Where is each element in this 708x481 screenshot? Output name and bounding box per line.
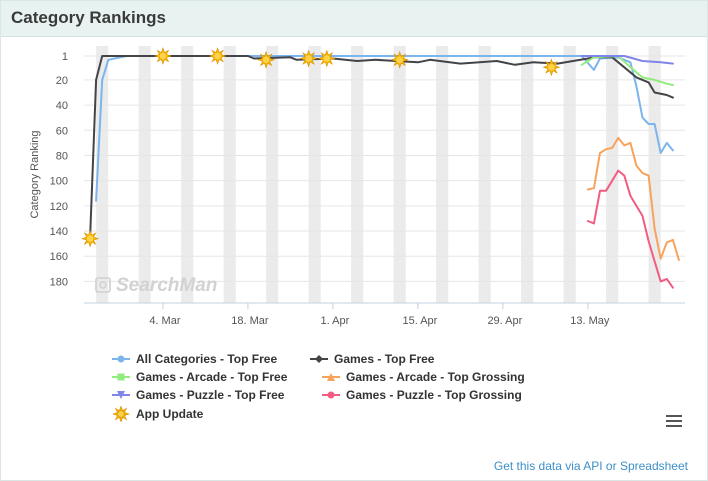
legend-label: Games - Top Free xyxy=(334,352,435,366)
legend-item-app-update[interactable]: App Update xyxy=(112,406,203,422)
legend-item-games-top-free[interactable]: Games - Top Free xyxy=(310,352,434,366)
app-update-marker[interactable] xyxy=(208,47,227,65)
sun-core xyxy=(159,52,167,60)
x-tick-label: 4. Mar xyxy=(149,315,181,327)
weekend-band xyxy=(606,46,619,303)
legend-item-puzzle-top-free[interactable]: Games - Puzzle - Top Free xyxy=(112,388,284,402)
legend-marker xyxy=(112,373,130,381)
weekend-band xyxy=(96,46,109,303)
sun-core xyxy=(396,56,403,64)
series-line-all_top_free xyxy=(95,55,674,202)
sun-core xyxy=(548,64,555,71)
sun-core xyxy=(262,56,270,64)
app-update-marker[interactable] xyxy=(153,47,172,65)
legend-label: Games - Puzzle - Top Free xyxy=(136,388,285,402)
y-tick-label: 40 xyxy=(56,100,68,112)
x-tick-label: 15. Apr xyxy=(402,315,437,327)
app-update-marker[interactable] xyxy=(317,49,336,68)
weekend-band xyxy=(351,46,364,303)
legend-marker xyxy=(112,355,130,363)
watermark-logo-lens xyxy=(99,281,107,289)
weekend-band xyxy=(478,46,491,303)
sun-icon xyxy=(112,406,130,422)
sun-core xyxy=(305,55,312,62)
legend-marker xyxy=(322,373,340,381)
x-tick-label: 1. Apr xyxy=(321,315,350,327)
y-tick-label: 100 xyxy=(50,176,68,188)
y-axis-label: Category Ranking xyxy=(29,130,41,218)
weekend-band xyxy=(181,46,194,303)
legend-label: Games - Arcade - Top Grossing xyxy=(346,370,525,384)
weekend-band xyxy=(308,46,321,303)
app-update-marker[interactable] xyxy=(299,49,318,68)
legend-item-all-top-free[interactable]: All Categories - Top Free xyxy=(112,352,277,366)
chart-menu-button[interactable] xyxy=(664,412,684,428)
series-line-puzzle_top_free xyxy=(580,55,674,65)
weekend-band xyxy=(223,46,236,303)
legend-label: All Categories - Top Free xyxy=(136,352,278,366)
plot-area xyxy=(84,46,685,303)
panel-title: Category Rankings xyxy=(11,8,166,27)
menu-bar xyxy=(666,425,682,427)
y-tick-label: 180 xyxy=(50,276,68,288)
y-tick-label: 20 xyxy=(56,75,68,87)
legend-item-puzzle-top-grossing[interactable]: Games - Puzzle - Top Grossing xyxy=(322,388,522,402)
weekend-band xyxy=(393,46,406,303)
watermark-logo xyxy=(95,277,111,293)
legend-label: App Update xyxy=(136,407,204,421)
series-line-games_top_free xyxy=(89,55,674,239)
app-update-marker[interactable] xyxy=(390,50,409,69)
legend-marker xyxy=(112,391,130,399)
menu-bar xyxy=(666,415,682,417)
y-tick-label: 80 xyxy=(56,150,68,162)
sun-core xyxy=(86,235,94,242)
app-update-marker[interactable] xyxy=(81,229,100,248)
y-tick-label: 120 xyxy=(50,201,68,213)
legend-label: Games - Arcade - Top Free xyxy=(136,370,288,384)
x-tick-label: 18. Mar xyxy=(231,315,269,327)
legend-marker xyxy=(310,355,328,363)
legend-marker xyxy=(322,391,340,399)
y-tick-label: 1 xyxy=(62,51,68,63)
watermark-text: SearchMan xyxy=(116,275,217,296)
app-update-marker[interactable] xyxy=(257,50,276,69)
x-tick-label: 29. Apr xyxy=(487,315,522,327)
sun-core xyxy=(214,52,221,60)
weekend-band xyxy=(266,46,279,303)
weekend-band xyxy=(436,46,449,303)
api-spreadsheet-link[interactable]: Get this data via API or Spreadsheet xyxy=(493,459,688,473)
legend-label: Games - Puzzle - Top Grossing xyxy=(346,388,522,402)
series-line-arcade_top_free xyxy=(580,55,674,86)
app-update-marker[interactable] xyxy=(542,58,561,77)
y-tick-label: 140 xyxy=(50,226,68,238)
weekend-band xyxy=(521,46,534,303)
x-tick-label: 13. May xyxy=(570,315,610,327)
sun-core xyxy=(323,55,331,62)
y-tick-label: 60 xyxy=(56,125,68,137)
y-tick-label: 160 xyxy=(50,251,68,263)
legend-item-arcade-top-free[interactable]: Games - Arcade - Top Free xyxy=(112,370,287,384)
legend-item-arcade-top-grossing[interactable]: Games - Arcade - Top Grossing xyxy=(322,370,525,384)
panel-header: Category Rankings xyxy=(1,1,707,37)
weekend-band xyxy=(138,46,151,303)
watermark: SearchMan xyxy=(95,275,217,296)
menu-bar xyxy=(666,420,682,422)
weekend-band xyxy=(563,46,576,303)
series-line-puzzle_top_grossing xyxy=(586,169,674,289)
series-line-arcade_top_grossing xyxy=(586,136,680,261)
